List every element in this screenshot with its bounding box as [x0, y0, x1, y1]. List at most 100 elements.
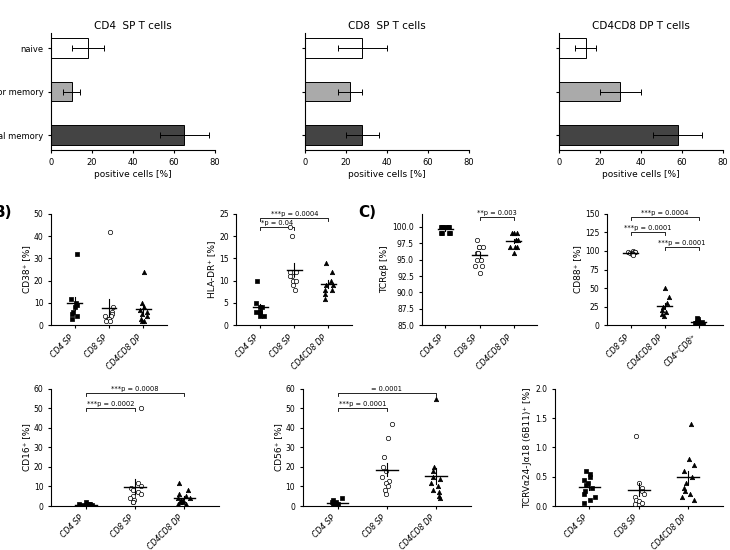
Point [139, 303, 150, 312]
Title: CD4CD8 DP T cells: CD4CD8 DP T cells [592, 21, 690, 31]
Point [69, 303, 81, 312]
Point [172, 494, 184, 503]
Text: = 0.0001: = 0.0001 [372, 386, 402, 392]
Point [101, 316, 112, 325]
Point [584, 472, 596, 481]
Point [678, 484, 690, 493]
Point [630, 496, 642, 504]
Point [443, 229, 455, 238]
Point [629, 248, 641, 257]
Point [127, 498, 139, 507]
Point [328, 501, 340, 510]
Point [125, 494, 137, 503]
Point [697, 320, 709, 328]
Point [633, 497, 645, 505]
Point [382, 482, 393, 491]
Point [80, 502, 92, 510]
Point [253, 307, 265, 316]
Point [629, 500, 641, 509]
Point [328, 499, 340, 508]
Point [326, 267, 338, 276]
Point [72, 301, 83, 310]
Point [377, 463, 388, 471]
Point [254, 303, 266, 312]
Text: ***p = 0.0001: ***p = 0.0001 [624, 225, 672, 231]
Point [472, 249, 483, 257]
Point [174, 498, 186, 507]
Point [656, 306, 668, 315]
Point [319, 290, 331, 299]
Point [663, 293, 675, 301]
Y-axis label: CD38⁺ [%]: CD38⁺ [%] [22, 245, 31, 294]
Point [437, 229, 448, 238]
Point [586, 484, 598, 493]
Point [328, 496, 339, 504]
Point [428, 472, 439, 481]
Point [469, 262, 481, 271]
Title: CD4  SP T cells: CD4 SP T cells [94, 21, 172, 31]
Point [107, 303, 118, 312]
Point [285, 223, 296, 232]
Point [471, 235, 483, 244]
Point [437, 222, 448, 231]
Point [319, 294, 331, 303]
Point [252, 276, 264, 285]
Point [433, 488, 445, 497]
Point [471, 249, 483, 257]
Point [689, 318, 701, 327]
Text: ***p = 0.0008: ***p = 0.0008 [111, 386, 159, 392]
Point [65, 294, 77, 303]
Text: *p = 0.04: *p = 0.04 [261, 220, 293, 226]
Point [376, 472, 388, 481]
Point [512, 235, 523, 244]
Point [472, 249, 484, 257]
Point [508, 229, 520, 238]
Point [676, 493, 688, 502]
Point [290, 276, 301, 285]
Point [134, 305, 146, 314]
Point [510, 235, 522, 244]
Point [329, 500, 341, 509]
X-axis label: positive cells [%]: positive cells [%] [94, 169, 172, 179]
Text: ***p = 0.0001: ***p = 0.0001 [339, 401, 386, 407]
Point [435, 222, 447, 231]
X-axis label: positive cells [%]: positive cells [%] [348, 169, 426, 179]
Point [510, 235, 521, 244]
Point [437, 222, 449, 231]
Y-axis label: TCRαβ [%]: TCRαβ [%] [380, 246, 390, 293]
Point [99, 312, 111, 321]
Point [135, 404, 147, 412]
Point [66, 314, 78, 323]
Point [132, 478, 144, 487]
Y-axis label: CD88⁺ [%]: CD88⁺ [%] [573, 245, 582, 294]
Bar [51, 82, 72, 101]
Point [380, 486, 391, 495]
Point [477, 262, 488, 271]
Point [319, 285, 331, 294]
Title: CD8  SP T cells: CD8 SP T cells [348, 21, 426, 31]
Point [627, 246, 639, 255]
Point [658, 312, 669, 321]
Point [137, 316, 148, 325]
Point [254, 307, 266, 316]
Y-axis label: CD16⁺ [%]: CD16⁺ [%] [22, 424, 31, 471]
Point [85, 499, 96, 508]
Point [250, 307, 262, 316]
Point [128, 486, 139, 495]
Point [380, 478, 392, 487]
Point [287, 276, 299, 285]
Point [250, 299, 262, 307]
Point [589, 493, 601, 502]
Bar [305, 125, 362, 145]
Point [327, 501, 339, 510]
Point [432, 482, 444, 491]
Point [254, 312, 266, 321]
Point [83, 499, 95, 508]
Point [626, 249, 637, 257]
Point [284, 267, 296, 276]
Point [177, 498, 189, 507]
Point [507, 229, 518, 238]
Point [444, 229, 456, 238]
Point [428, 486, 439, 495]
Bar [51, 125, 184, 145]
